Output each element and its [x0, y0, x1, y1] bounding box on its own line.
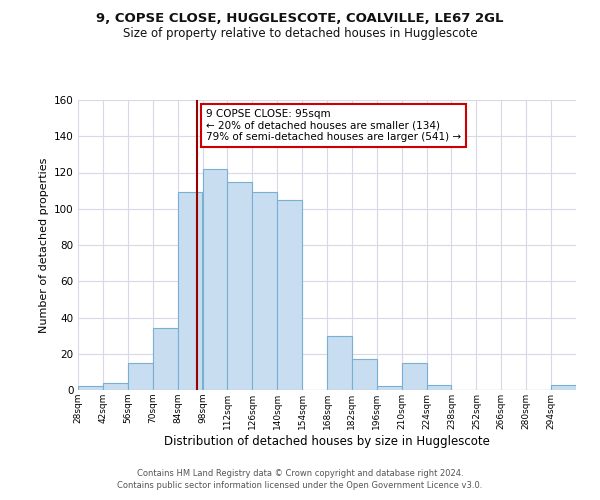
Bar [327, 336, 352, 390]
Bar [427, 384, 451, 390]
Bar [551, 384, 576, 390]
Text: Size of property relative to detached houses in Hugglescote: Size of property relative to detached ho… [122, 28, 478, 40]
Bar [152, 328, 178, 390]
X-axis label: Distribution of detached houses by size in Hugglescote: Distribution of detached houses by size … [164, 434, 490, 448]
Bar [203, 169, 227, 390]
Text: Contains public sector information licensed under the Open Government Licence v3: Contains public sector information licen… [118, 481, 482, 490]
Bar [377, 386, 402, 390]
Bar [352, 359, 377, 390]
Bar [128, 363, 152, 390]
Y-axis label: Number of detached properties: Number of detached properties [38, 158, 49, 332]
Bar [402, 363, 427, 390]
Bar [178, 192, 202, 390]
Bar [253, 192, 277, 390]
Bar [277, 200, 302, 390]
Bar [227, 182, 252, 390]
Bar [78, 386, 103, 390]
Text: 9 COPSE CLOSE: 95sqm
← 20% of detached houses are smaller (134)
79% of semi-deta: 9 COPSE CLOSE: 95sqm ← 20% of detached h… [206, 109, 461, 142]
Bar [103, 383, 128, 390]
Text: 9, COPSE CLOSE, HUGGLESCOTE, COALVILLE, LE67 2GL: 9, COPSE CLOSE, HUGGLESCOTE, COALVILLE, … [96, 12, 504, 26]
Text: Contains HM Land Registry data © Crown copyright and database right 2024.: Contains HM Land Registry data © Crown c… [137, 468, 463, 477]
